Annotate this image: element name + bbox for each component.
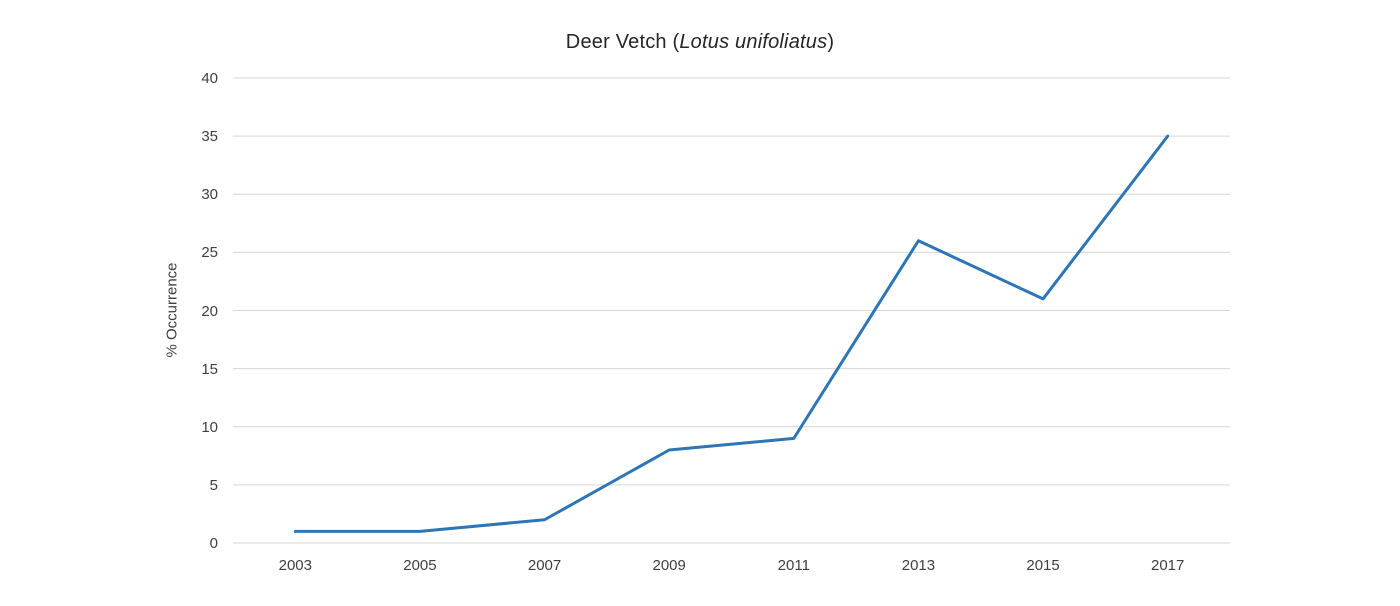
series-line (293, 134, 1170, 533)
chart-title-suffix: ) (827, 31, 835, 53)
y-tick-label: 5 (209, 476, 218, 494)
y-tick-label: 15 (201, 360, 218, 378)
y-tick-label: 10 (201, 418, 218, 436)
y-tick-label: 30 (201, 186, 218, 204)
x-tick-label: 2003 (278, 557, 312, 574)
chart-title-prefix: Deer Vetch ( (565, 31, 680, 53)
y-tick-label: 25 (201, 244, 218, 262)
x-tick-label: 2007 (527, 557, 562, 574)
y-tick-label: 35 (201, 128, 218, 146)
x-tick-label: 2005 (403, 557, 437, 574)
gridlines (233, 77, 1230, 544)
x-tick-label: 2017 (1151, 557, 1185, 574)
x-tick-label: 2015 (1026, 557, 1060, 574)
chart-title: Deer Vetch (Lotus unifoliatus) (0, 31, 1400, 54)
y-tick-label: 0 (209, 535, 218, 552)
chart-title-species: Lotus unifoliatus (679, 31, 828, 53)
x-tick-label: 2013 (901, 557, 936, 574)
x-tick-label: 2011 (777, 557, 810, 574)
y-tick-label: 40 (201, 70, 218, 87)
y-tick-label: 20 (201, 302, 218, 320)
x-tick-label: 2009 (652, 557, 686, 574)
